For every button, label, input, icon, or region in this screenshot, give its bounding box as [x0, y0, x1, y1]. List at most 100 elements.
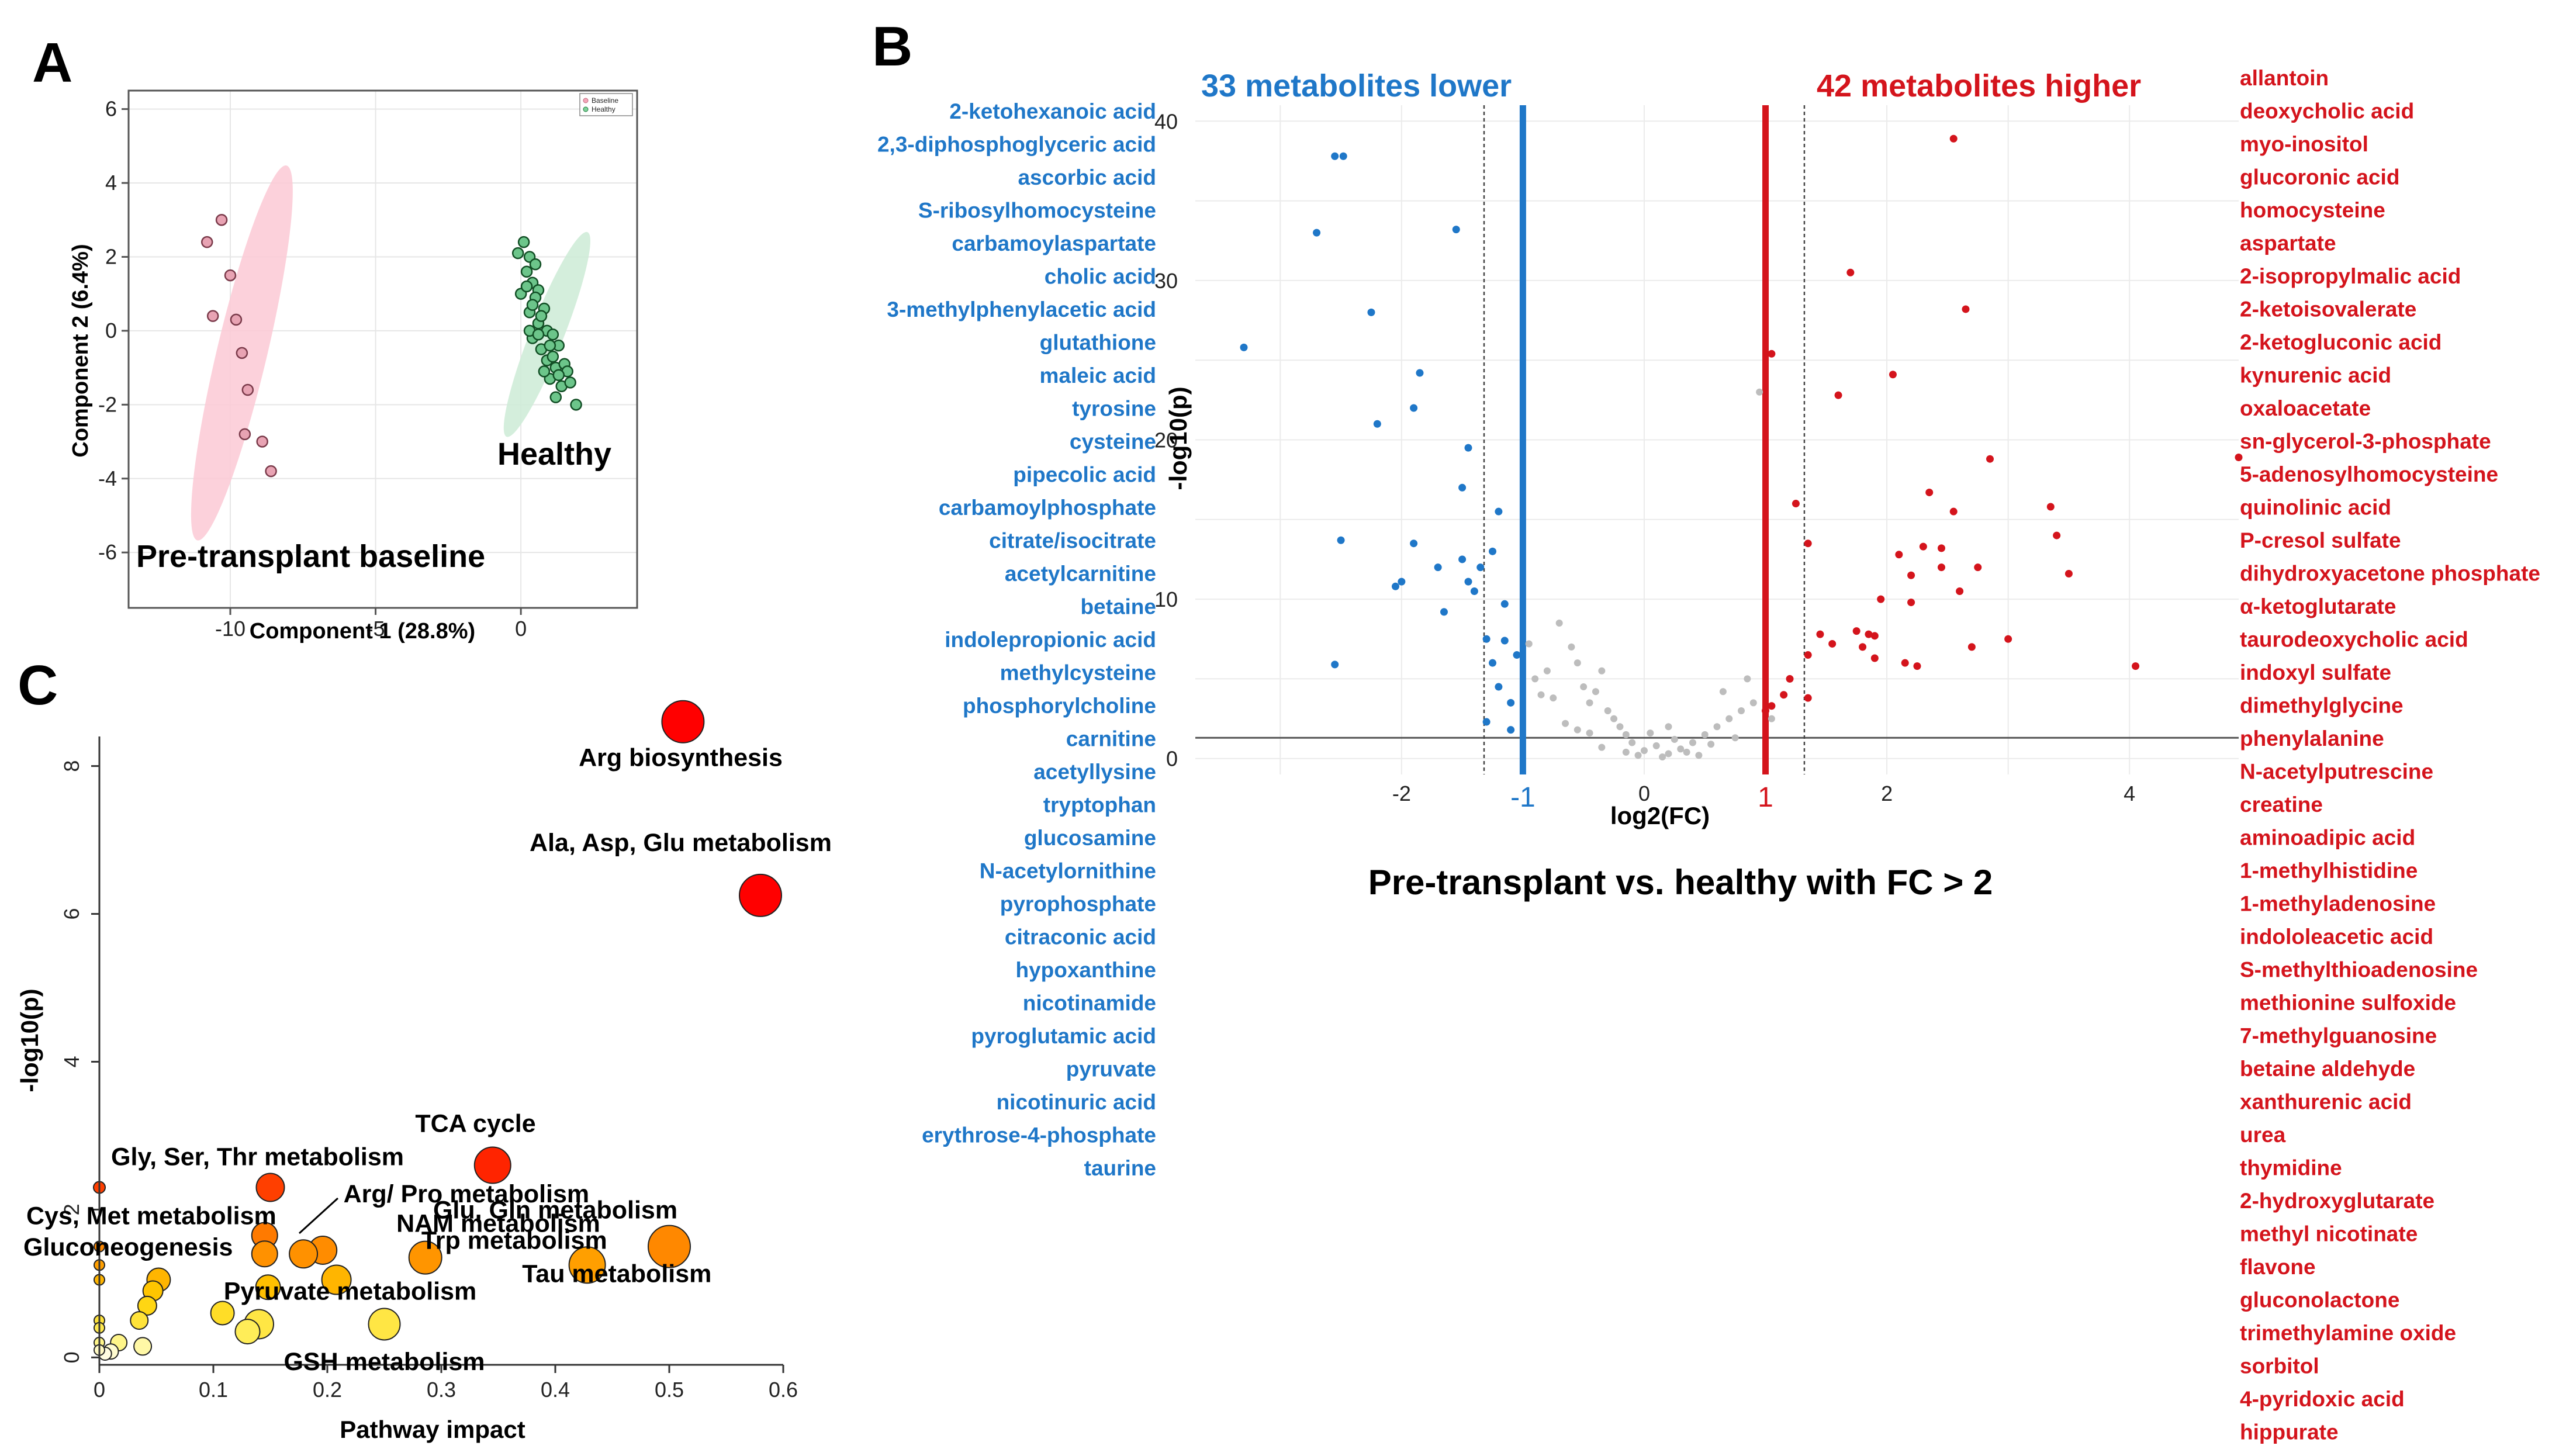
volcano-point-lower	[1367, 308, 1375, 316]
healthy-point	[520, 265, 533, 278]
baseline-point	[241, 383, 254, 396]
pathway-plot: 0 0.1 0.2 0.3 0.4 0.5 0.6 0 2 4 6 8 Arg biosynthesi…	[16, 700, 832, 1443]
volcano-point-lower	[1240, 343, 1248, 351]
pathway-bubbles	[93, 700, 782, 1361]
higher-metabolite-name: hippurate	[2240, 1420, 2339, 1444]
volcano-point-higher	[1852, 627, 1860, 635]
pca-points	[200, 214, 582, 478]
pca-legend-baseline-swatch	[583, 98, 589, 103]
volcano-point-higher	[1859, 643, 1867, 651]
higher-metabolite-name: allantoin	[2240, 66, 2329, 90]
volcano-point-higher	[2064, 570, 2073, 577]
pathway-x-tick-label: 0	[94, 1378, 105, 1402]
volcano-point-lower	[1391, 582, 1399, 590]
lower-metabolite-name: carbamoylaspartate	[952, 231, 1156, 255]
volcano-point-lower	[1410, 404, 1418, 412]
volcano-point-higher	[2235, 453, 2243, 461]
pathway-y-tick-label: 6	[60, 908, 84, 920]
pathway-labels: Arg biosynthesis Ala, Asp, Glu metabolism…	[23, 744, 832, 1376]
lower-metabolite-name: pyroglutamic acid	[971, 1024, 1156, 1048]
volcano-point-lower	[1373, 420, 1381, 428]
panel-label-a: A	[32, 32, 72, 94]
volcano-point-higher	[1907, 599, 1915, 607]
volcano-x-tick-label: 4	[2124, 781, 2135, 805]
volcano-point-ns	[1731, 734, 1739, 742]
pathway-tick-labels: 0 0.1 0.2 0.3 0.4 0.5 0.6 0 2 4 6 8	[60, 736, 798, 1402]
volcano-point-higher	[1780, 691, 1788, 699]
volcano-point-ns	[1550, 694, 1557, 702]
volcano-point-ns	[1671, 736, 1678, 743]
baseline-point	[215, 214, 228, 226]
pca-y-tick-label: 6	[105, 97, 117, 121]
volcano-point-higher	[2046, 503, 2055, 511]
volcano-x-tick-label: 2	[1881, 781, 1893, 805]
pathway-bubble	[368, 1308, 401, 1341]
volcano-point-lower	[1495, 683, 1503, 691]
pca-x-axis-label: Component 1 (28.8%)	[250, 619, 475, 644]
volcano-point-lower	[1495, 507, 1503, 516]
healthy-point	[535, 310, 548, 322]
volcano-point-higher	[1962, 305, 1970, 313]
higher-metabolite-name: kynurenic acid	[2240, 364, 2391, 388]
volcano-point-lower	[1482, 635, 1491, 643]
volcano-grid	[1195, 105, 2239, 774]
pathway-bubble	[130, 1311, 149, 1330]
higher-metabolite-name: 4-pyridoxic acid	[2240, 1387, 2405, 1411]
lower-metabolite-name: pipecolic acid	[1013, 463, 1156, 487]
volcano-point-higher	[1901, 659, 1909, 667]
pca-y-tick-label: 0	[105, 319, 117, 343]
baseline-point	[238, 428, 251, 441]
volcano-point-ns	[1537, 691, 1545, 698]
volcano-y-tick-label: 40	[1154, 109, 1178, 133]
volcano-y-tick-label: 10	[1154, 587, 1178, 611]
pathway-bubble	[133, 1337, 153, 1356]
pca-legend: Baseline Healthy	[579, 93, 633, 116]
lower-metabolite-name: tryptophan	[1043, 793, 1156, 817]
volcano-point-lower	[1337, 536, 1345, 544]
higher-metabolite-name: quinolinic acid	[2240, 496, 2391, 520]
volcano-point-ns	[1628, 739, 1636, 746]
volcano-point-lower	[1489, 659, 1497, 667]
lower-metabolite-name: pyrophosphate	[1000, 892, 1156, 916]
higher-metabolite-name: flavone	[2240, 1255, 2316, 1279]
healthy-point	[517, 236, 530, 248]
lower-metabolite-name: 3-methylphenylacetic acid	[887, 298, 1156, 321]
higher-metabolite-name: 7-methylguanosine	[2240, 1024, 2437, 1048]
healthy-point	[520, 280, 533, 293]
volcano-point-ns	[1580, 683, 1588, 691]
volcano-point-lower	[1507, 698, 1515, 707]
pathway-x-tick-label: 0.5	[655, 1378, 684, 1402]
pathway-x-tick-label: 0.6	[769, 1378, 798, 1402]
lower-metabolite-name: acetyllysine	[1033, 760, 1156, 784]
volcano-point-ns	[1768, 715, 1775, 722]
higher-metabolite-name: myo-inositol	[2240, 132, 2368, 156]
lower-metabolite-name: carbamoylphosphate	[939, 496, 1156, 520]
higher-metabolite-name: oxaloacetate	[2240, 396, 2371, 420]
volcano-point-lower	[1331, 660, 1339, 669]
lower-metabolite-name: nicotinamide	[1023, 991, 1156, 1015]
volcano-point-higher	[1956, 587, 1964, 595]
volcano-point-lower	[1434, 563, 1442, 572]
volcano-point-higher	[1804, 694, 1812, 702]
higher-metabolite-name: deoxycholic acid	[2240, 99, 2414, 123]
higher-metabolite-name: sorbitol	[2240, 1354, 2319, 1378]
higher-metabolite-name: 2-isopropylmalic acid	[2240, 264, 2461, 288]
healthy-point	[564, 376, 576, 389]
volcano-point-lower	[1452, 226, 1460, 234]
volcano-point-ns	[1665, 750, 1672, 758]
volcano-point-lower	[1464, 577, 1472, 586]
pathway-bubble	[251, 1240, 278, 1268]
fc-higher-line-label: 1	[1758, 782, 1773, 813]
volcano-point-higher	[1792, 500, 1800, 508]
volcano-point-higher	[1937, 544, 1945, 552]
lower-metabolite-name: acetylcarnitine	[1005, 562, 1156, 586]
higher-metabolite-list: allantoin deoxycholic acid myo-inositol glu…	[2240, 66, 2540, 1444]
lower-metabolite-name: 2,3-diphosphoglyceric acid	[877, 133, 1156, 157]
volcano-point-ns	[1749, 699, 1757, 707]
volcano-point-lower	[1507, 726, 1515, 734]
healthy-point	[552, 369, 565, 381]
volcano-point-ns	[1719, 688, 1727, 696]
lower-metabolite-name: betaine	[1080, 595, 1156, 619]
